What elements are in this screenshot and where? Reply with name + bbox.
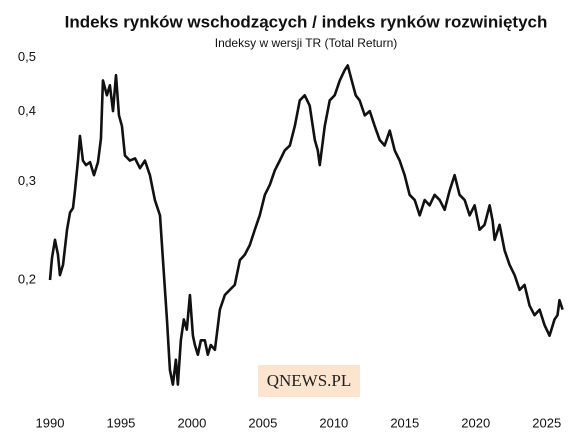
y-tick-label: 0,5 — [18, 49, 36, 64]
x-tick-label: 1990 — [36, 415, 65, 430]
data-line — [48, 64, 564, 386]
x-tick-label: 2015 — [390, 415, 419, 430]
x-tick-label: 2010 — [319, 415, 348, 430]
x-tick-label: 2020 — [461, 415, 490, 430]
x-tick-label: 2005 — [248, 415, 277, 430]
x-tick-label: 1995 — [106, 415, 135, 430]
chart-subtitle: Indeksy w wersji TR (Total Return) — [215, 36, 398, 50]
y-tick-label: 0,2 — [18, 271, 36, 286]
chart-title: Indeks rynków wschodzących / indeks rynk… — [65, 12, 548, 31]
x-tick-label: 2000 — [177, 415, 206, 430]
watermark-box — [258, 365, 360, 397]
x-tick-label: 2025 — [532, 415, 561, 430]
watermark: QNEWS.PL — [267, 371, 352, 390]
y-tick-label: 0,4 — [18, 103, 36, 118]
y-tick-label: 0,3 — [18, 173, 36, 188]
